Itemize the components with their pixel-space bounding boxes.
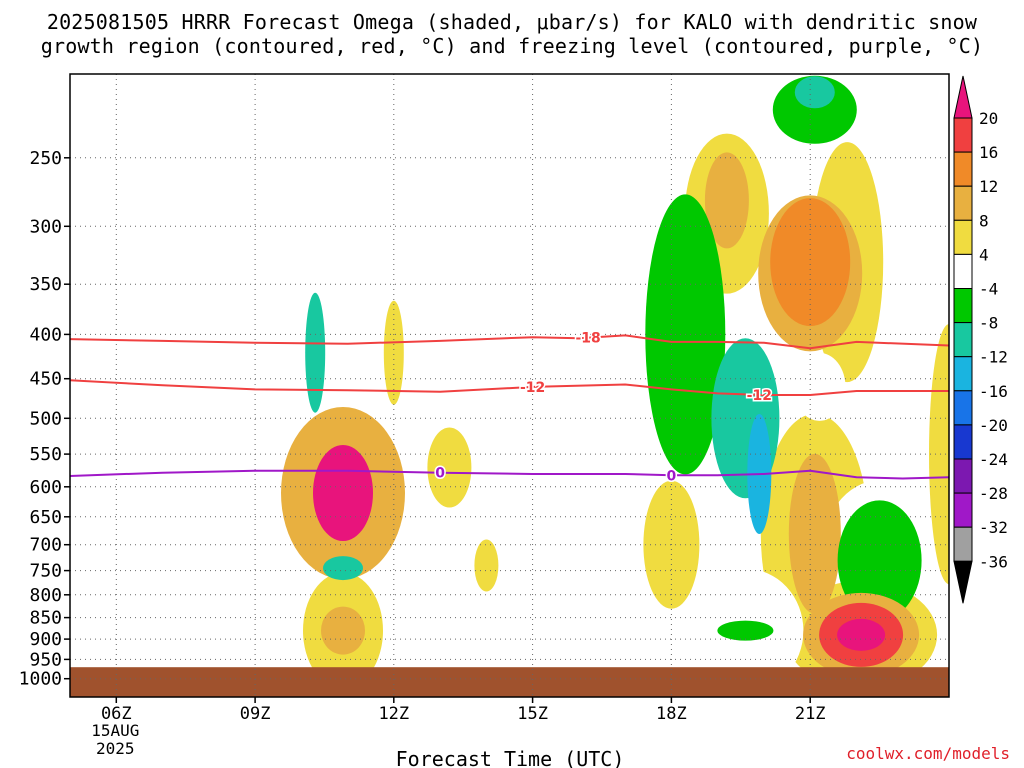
omega-colorbar: 20 16 12 8 4 -4 -8 -12 -16 -20 -24 -28 -32 -36: [953, 75, 1008, 604]
colorbar-box-12: [953, 526, 973, 562]
y-tick-label-300: 300: [29, 216, 62, 237]
omega-cell-2: [704, 152, 749, 249]
y-tick-label-900: 900: [29, 629, 62, 650]
y-tick-label-850: 850: [29, 608, 62, 629]
omega-cell-24: [321, 606, 365, 655]
pressure-axis: 2503003504004505005506006507007508008509…: [19, 148, 70, 690]
omega-cell-30: [837, 618, 886, 651]
x-tick-label-06Z: 06Z: [101, 704, 132, 724]
contour-label-2-0: 0: [435, 466, 445, 482]
colorbar-box-11: [953, 492, 973, 528]
colorbar-box-7: [953, 356, 973, 392]
contour-freezing-2: [70, 469, 949, 480]
y-tick-label-800: 800: [29, 585, 62, 606]
y-tick-label-450: 450: [29, 369, 62, 390]
colorbar-box-9: [953, 424, 973, 460]
chart-title-line-1: 2025081505 HRRR Forecast Omega (shaded, …: [46, 10, 978, 34]
x-tick-label-09Z: 09Z: [240, 704, 271, 724]
y-tick-label-550: 550: [29, 444, 62, 465]
x-tick-label-18Z: 18Z: [656, 704, 687, 724]
colorbar-label-6: -8: [979, 314, 998, 333]
contour-label-2-1: 0: [667, 468, 677, 484]
omega-cell-34: [717, 620, 774, 641]
colorbar-top-triangle: [953, 75, 973, 119]
colorbar-label-0: 20: [979, 109, 998, 128]
colorbar-label-7: -12: [979, 348, 1008, 367]
colorbar-box-0: [953, 117, 973, 153]
omega-cell-26: [788, 453, 841, 614]
contour-label-0-0: -18: [575, 331, 600, 347]
omega-cell-10: [383, 300, 404, 405]
omega-cell-23: [386, 585, 475, 642]
colorbar-label-11: -28: [979, 484, 1008, 503]
x-tick-label-15Z: 15Z: [517, 704, 548, 724]
colorbar-label-2: 12: [979, 177, 998, 196]
omega-cell-15: [113, 389, 202, 610]
temperature-contours: -18 -12 -12 0 0: [70, 329, 949, 486]
y-tick-label-750: 750: [29, 561, 62, 582]
colorbar-box-1: [953, 151, 973, 187]
y-tick-label-650: 650: [29, 507, 62, 528]
contour-label-1-0: -12: [520, 380, 545, 396]
omega-cell-28: [837, 500, 922, 621]
colorbar-label-9: -20: [979, 416, 1008, 435]
y-tick-label-250: 250: [29, 148, 62, 169]
colorbar-label-10: -24: [979, 450, 1008, 469]
omega-cell-7: [375, 153, 404, 234]
omega-cell-21: [323, 556, 363, 581]
colorbar-box-2: [953, 185, 973, 221]
colorbar-label-13: -36: [979, 552, 1008, 571]
y-tick-label-950: 950: [29, 649, 62, 670]
omega-cell-19: [474, 539, 499, 592]
colorbar-box-6: [953, 322, 973, 358]
x-sublabel-2025: 2025: [96, 739, 135, 758]
colorbar-label-4: 4: [979, 245, 989, 264]
colorbar-label-12: -32: [979, 518, 1008, 537]
omega-cell-37: [935, 147, 949, 268]
omega-cell-8: [305, 292, 326, 413]
y-tick-label-700: 700: [29, 535, 62, 556]
omega-cell-11: [436, 286, 453, 383]
colorbar-box-10: [953, 458, 973, 494]
x-axis-title: Forecast Time (UTC): [396, 747, 625, 768]
terrain-ground: [70, 667, 949, 697]
y-tick-label-600: 600: [29, 477, 62, 498]
omega-cell-36: [793, 352, 846, 421]
omega-cell-18: [427, 427, 472, 508]
colorbar-box-4: [953, 253, 973, 289]
y-tick-label-1000: 1000: [19, 669, 62, 690]
y-tick-label-400: 400: [29, 324, 62, 345]
colorbar-box-3: [953, 219, 973, 255]
contour-dendritic-0: [70, 334, 949, 350]
y-tick-label-350: 350: [29, 274, 62, 295]
colorbar-bottom-triangle: [953, 560, 973, 604]
x-sublabel-15AUG: 15AUG: [91, 721, 139, 740]
credit-link[interactable]: coolwx.com/models: [846, 744, 1010, 763]
x-tick-label-21Z: 21Z: [795, 704, 826, 724]
plot-frame: [69, 73, 950, 698]
y-tick-label-500: 500: [29, 408, 62, 429]
omega-cell-1: [772, 75, 857, 144]
omega-cell-4: [770, 198, 851, 327]
omega-cell-0: [794, 76, 835, 109]
contour-dendritic-1: [70, 379, 949, 396]
colorbar-box-5: [953, 288, 973, 324]
colorbar-label-8: -16: [979, 382, 1008, 401]
x-tick-label-12Z: 12Z: [378, 704, 409, 724]
omega-cell-38: [929, 324, 949, 585]
omega-cell-16: [313, 445, 373, 541]
chart-title-line-2: growth region (contoured, red, °C) and f…: [40, 34, 984, 58]
contour-label-1-1: -12: [747, 388, 772, 404]
colorbar-label-1: 16: [979, 143, 998, 162]
colorbar-box-8: [953, 390, 973, 426]
colorbar-label-3: 8: [979, 211, 989, 230]
colorbar-label-5: -4: [979, 280, 998, 299]
